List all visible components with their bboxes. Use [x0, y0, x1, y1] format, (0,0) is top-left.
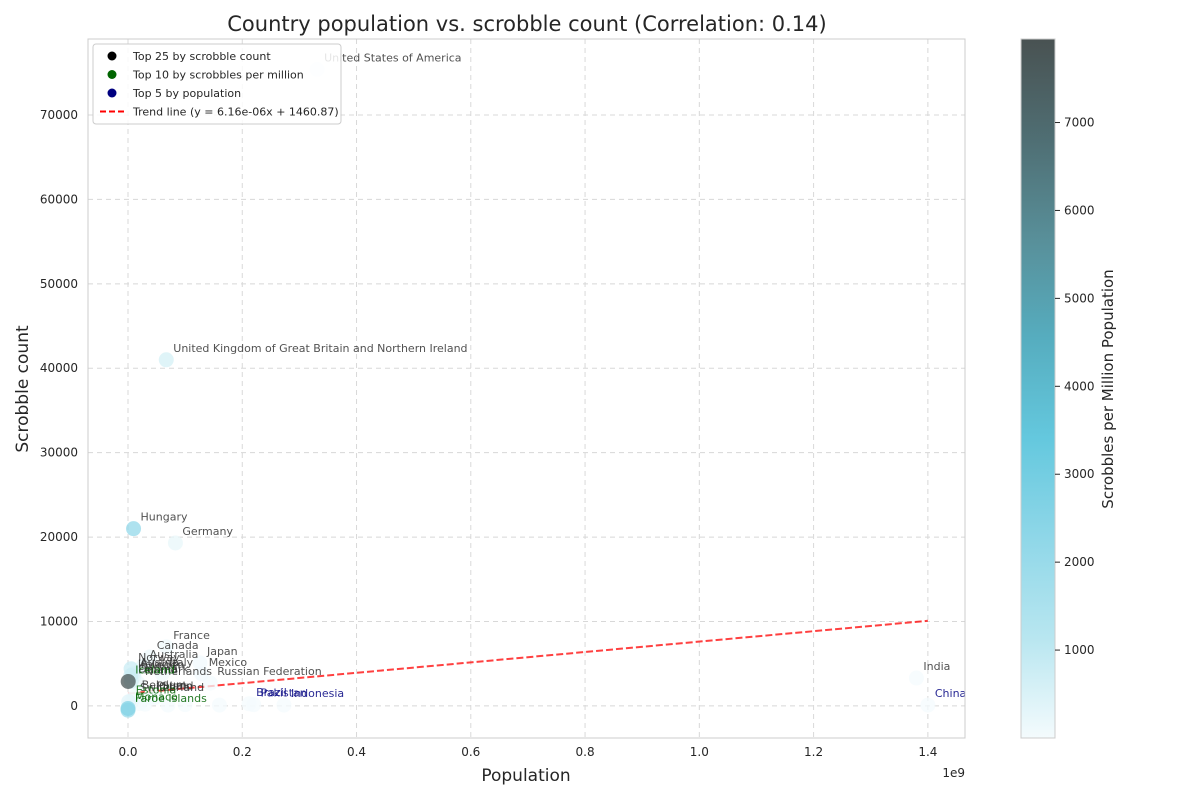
point-label: Netherlands	[145, 665, 212, 678]
point-label: Mexico	[209, 656, 248, 669]
point-label: Italy	[169, 656, 193, 669]
legend-entry: Top 25 by scrobble count	[132, 50, 271, 63]
point-label: Monaco	[135, 690, 178, 703]
trend-line	[127, 619, 928, 695]
point-label: Denmark	[138, 663, 189, 676]
point-label: Hungary	[141, 511, 188, 524]
point-label: France	[173, 629, 210, 642]
point-labels: United States of America United Kingdom o…	[135, 51, 966, 705]
colorbar-gradient	[1020, 38, 1056, 739]
data-point	[123, 661, 139, 677]
data-point	[241, 696, 257, 712]
colorbar-tick-label: 5000	[1064, 291, 1095, 305]
legend-marker	[107, 70, 117, 79]
data-point	[192, 655, 208, 671]
data-point	[158, 352, 174, 368]
x-axis-ticks: 0.0 0.2 0.4 0.6 0.8 1.0 1.2 1.4	[118, 745, 937, 759]
data-point	[120, 673, 136, 689]
x-tick-label: 0.8	[576, 745, 595, 759]
data-point	[120, 700, 136, 716]
grid-lines	[88, 39, 965, 738]
point-label: Finland	[138, 663, 177, 676]
chart-title: Country population vs. scrobble count (C…	[227, 12, 826, 36]
point-label: China	[935, 687, 966, 700]
x-tick-label: 0.2	[233, 745, 252, 759]
point-label: Belgium	[142, 679, 187, 692]
x-tick-label: 0.4	[347, 745, 366, 759]
y-tick-label: 30000	[40, 446, 78, 460]
x-axis-label: Population	[481, 766, 570, 786]
point-label: Estonia	[136, 684, 177, 697]
point-label: Pakistan	[261, 687, 307, 700]
x-tick-label: 0.0	[118, 745, 137, 759]
colorbar-tick-label: 6000	[1064, 203, 1095, 217]
point-label: Norway	[138, 651, 180, 664]
y-axis-ticks: 0 10000 20000 30000 40000 50000 60000 70000	[40, 108, 78, 713]
colorbar-label: Scrobbles per Million Population	[1099, 269, 1117, 508]
y-tick-label: 40000	[40, 361, 78, 375]
colorbar-tick-label: 4000	[1064, 379, 1095, 393]
point-label: Switzerland	[140, 681, 204, 694]
point-label: Japan	[206, 645, 238, 658]
data-point	[177, 697, 193, 713]
point-label: Russian Federation	[217, 665, 321, 678]
legend-box	[92, 43, 342, 125]
point-label: India	[923, 660, 950, 673]
data-point	[194, 666, 210, 682]
legend-entry: Top 5 by population	[132, 87, 241, 100]
y-tick-label: 0	[70, 699, 78, 713]
point-label: Sweden	[141, 658, 184, 671]
colorbar-tick-label: 2000	[1064, 555, 1095, 569]
legend-marker	[107, 51, 117, 61]
data-point	[167, 535, 183, 551]
data-point	[126, 521, 142, 537]
data-point	[158, 639, 174, 655]
trend-line-layer	[127, 619, 928, 695]
colorbar-tick-label: 3000	[1064, 467, 1095, 481]
point-label: Poland	[157, 679, 194, 692]
data-point	[908, 670, 924, 686]
data-point	[154, 666, 170, 682]
point-label: United States of America	[324, 51, 461, 64]
y-tick-label: 10000	[40, 615, 78, 629]
data-point	[920, 697, 936, 713]
data-point	[160, 697, 176, 713]
legend-entry: Trend line (y = 6.16e-06x + 1460.87)	[132, 106, 339, 119]
data-point	[142, 689, 158, 705]
point-label: Germany	[182, 525, 233, 538]
point-label: Ireland	[138, 658, 176, 671]
legend: Top 25 by scrobble count Top 10 by scrobb…	[92, 43, 342, 125]
point-label: Austria	[140, 656, 179, 669]
point-label: Spain	[162, 679, 193, 692]
data-points	[120, 61, 936, 718]
data-point	[276, 697, 292, 713]
legend-marker	[107, 88, 117, 98]
point-label: Faroe Islands	[135, 692, 207, 705]
y-tick-label: 20000	[40, 530, 78, 544]
y-tick-label: 50000	[40, 277, 78, 291]
x-axis-offset-label: 1e9	[942, 766, 965, 780]
colorbar-tick-label: 7000	[1064, 116, 1095, 130]
colorbar-tick-label: 1000	[1064, 643, 1095, 657]
y-tick-label: 70000	[40, 108, 78, 122]
point-label: Australia	[150, 648, 199, 661]
point-label: United Kingdom of Great Britain and Nort…	[173, 342, 467, 355]
plot-frame	[87, 38, 966, 739]
y-tick-label: 60000	[40, 192, 78, 206]
colorbar: 1000 2000 3000 4000 5000 6000 7000	[1020, 38, 1095, 739]
x-tick-label: 0.6	[461, 745, 480, 759]
y-axis-label: Scrobble count	[13, 325, 33, 453]
data-point	[211, 697, 227, 713]
point-label: Iceland	[135, 663, 175, 676]
point-label: Brazil	[256, 686, 287, 699]
point-label: Canada	[157, 639, 199, 652]
x-tick-label: 1.0	[690, 745, 709, 759]
x-tick-label: 1.4	[918, 745, 937, 759]
legend-entry: Top 10 by scrobbles per million	[132, 69, 304, 82]
x-tick-label: 1.2	[804, 745, 823, 759]
point-label: Indonesia	[291, 687, 344, 700]
